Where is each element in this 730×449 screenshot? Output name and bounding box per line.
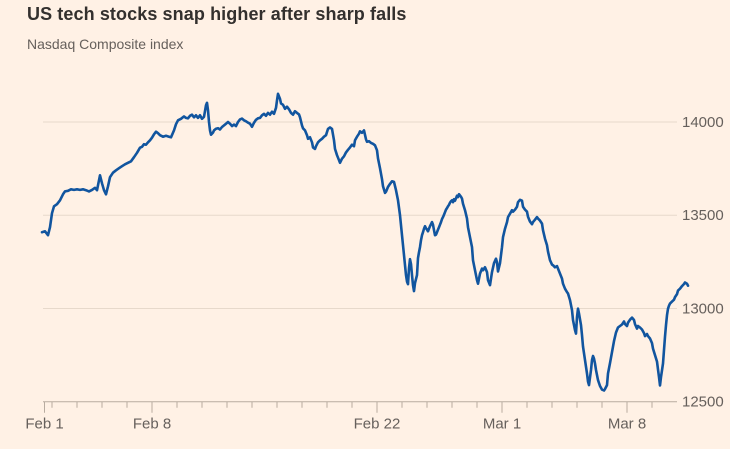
chart-subtitle: Nasdaq Composite index bbox=[27, 36, 184, 52]
y-axis-label-14000: 14000 bbox=[682, 114, 724, 131]
nasdaq-composite-line bbox=[40, 92, 690, 392]
x-axis-label-mar-1: Mar 1 bbox=[483, 416, 521, 433]
chart-title: US tech stocks snap higher after sharp f… bbox=[27, 4, 407, 24]
x-axis-label-feb-1: Feb 1 bbox=[25, 416, 63, 433]
y-axis-label-12500: 12500 bbox=[682, 394, 724, 411]
y-axis-label-13000: 13000 bbox=[682, 300, 724, 317]
x-axis-label-feb-22: Feb 22 bbox=[354, 416, 401, 433]
y-axis-label-13500: 13500 bbox=[682, 207, 724, 224]
x-axis-label-mar-8: Mar 8 bbox=[608, 416, 646, 433]
x-axis-label-feb-8: Feb 8 bbox=[133, 416, 171, 433]
